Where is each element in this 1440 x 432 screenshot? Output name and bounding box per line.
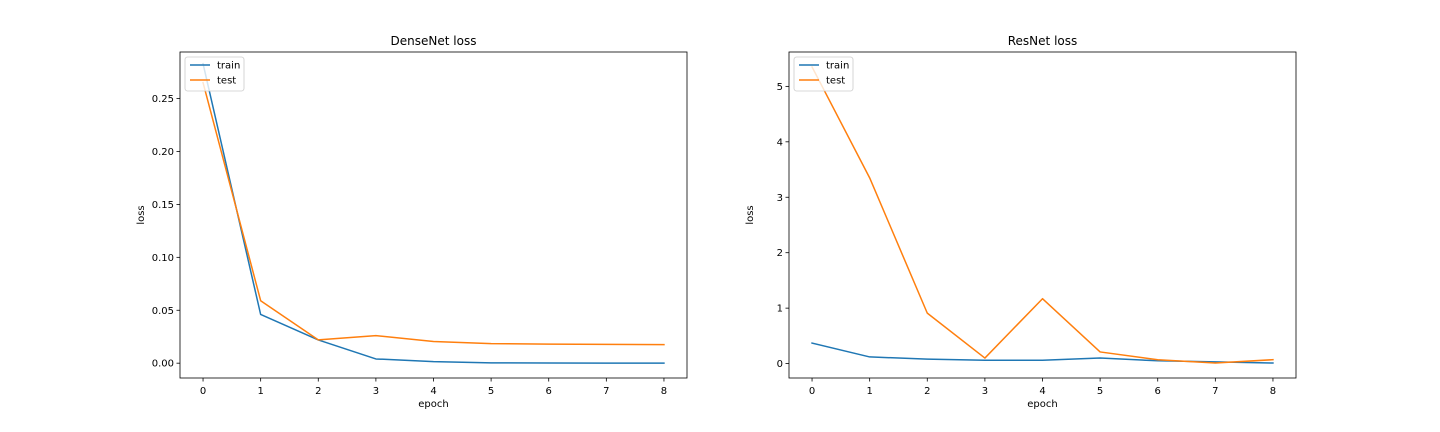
x-axis-label: epoch [418,399,448,410]
y-tick-label: 1 [777,304,783,315]
legend: train test [184,56,245,92]
series-line-train [202,62,665,364]
y-tick-label: 2 [777,248,783,259]
y-tick-label: 0.00 [152,359,174,370]
y-tick-label: 0.20 [152,147,174,158]
series-line-train [811,342,1274,364]
x-tick-label: 6 [1155,386,1161,397]
y-axis-label: loss [136,205,147,224]
x-axis-label: epoch [1027,399,1057,410]
chart-panel-1: DenseNet loss 0 1 2 3 4 5 6 7 8 0.00 0.05 0.10 0.15 0.… [136,34,688,410]
y-tick-label: 0 [777,359,783,370]
x-tick-label: 1 [257,386,263,397]
x-tick-label: 7 [1212,386,1218,397]
legend-label: test [826,76,845,87]
y-tick-label: 5 [777,82,783,93]
legend-label: test [217,76,236,87]
chart-panel-2: ResNet loss 0 1 2 3 4 5 6 7 8 0 1 2 3 4 5 epoch loss train… [745,34,1297,410]
x-tick-label: 1 [866,386,872,397]
x-tick-label: 0 [200,386,206,397]
y-tick-label: 3 [777,193,783,204]
x-tick-label: 6 [546,386,552,397]
x-tick-label: 4 [1039,386,1045,397]
x-tick-label: 2 [315,386,321,397]
y-tick-label: 4 [777,137,783,148]
x-tick-label: 5 [1097,386,1103,397]
axes-frame [179,51,688,379]
x-tick-label: 0 [809,386,815,397]
series-line-test [811,65,1274,364]
y-tick-label: 0.25 [152,94,174,105]
y-tick-label: 0.10 [152,253,174,264]
y-tick-label: 0.05 [152,306,174,317]
legend: train test [793,56,854,92]
x-tick-label: 5 [488,386,494,397]
chart-title: ResNet loss [1008,34,1078,48]
x-tick-label: 4 [430,386,436,397]
legend-label: train [826,61,849,72]
y-tick-label: 0.15 [152,200,174,211]
x-tick-label: 8 [1270,386,1276,397]
x-tick-label: 8 [661,386,667,397]
x-tick-label: 2 [924,386,930,397]
axes-frame [788,51,1297,379]
x-tick-label: 7 [603,386,609,397]
x-tick-label: 3 [373,386,379,397]
series-line-test [202,81,665,346]
x-tick-label: 3 [982,386,988,397]
legend-label: train [217,61,240,72]
chart-title: DenseNet loss [391,34,477,48]
y-axis-label: loss [745,205,756,224]
